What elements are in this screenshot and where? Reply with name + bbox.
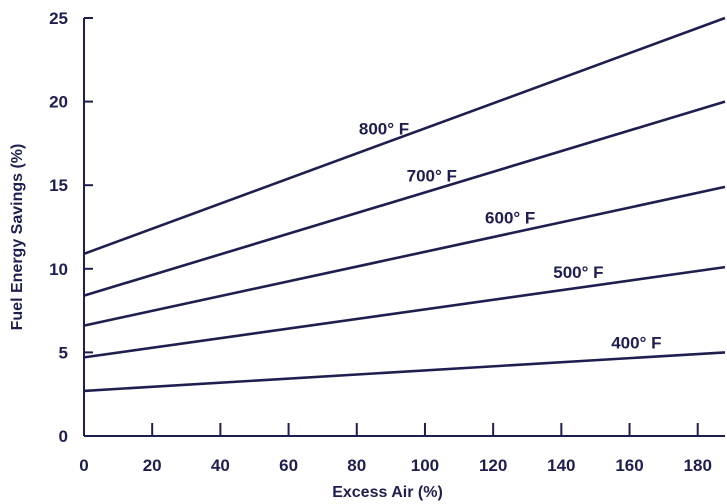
y-tick-label: 15: [49, 176, 68, 195]
y-tick-label: 10: [49, 260, 68, 279]
y-axis-title: Fuel Energy Savings (%): [9, 144, 26, 331]
x-tick-label: 140: [547, 456, 575, 475]
x-tick-label: 20: [143, 456, 162, 475]
x-tick-label: 160: [615, 456, 643, 475]
series-labels: 800° F 700° F 600° F 500° F 400° F: [359, 119, 662, 352]
x-tick-label: 120: [479, 456, 507, 475]
series-line: [83, 351, 726, 393]
series-label: 800° F: [359, 119, 409, 138]
series-label: 400° F: [611, 334, 661, 353]
y-tick-label: 5: [59, 343, 68, 362]
x-tick-label: 40: [211, 456, 230, 475]
x-tick-label: 60: [279, 456, 298, 475]
series-line: [83, 185, 726, 327]
series-label: 600° F: [485, 208, 535, 227]
x-tick-label: 80: [347, 456, 366, 475]
y-tick-label: 0: [59, 427, 68, 446]
x-axis-title: Excess Air (%): [332, 484, 443, 501]
y-tick-label: 25: [49, 9, 68, 28]
series-label: 500° F: [553, 263, 603, 282]
series-line: [83, 100, 726, 297]
series-line: [83, 265, 726, 359]
series-lines: [83, 16, 726, 393]
x-tick-label: 0: [79, 456, 88, 475]
x-ticks: 0 20 40 60 80 100 120 140 160 180: [79, 423, 712, 475]
series-label: 700° F: [407, 166, 457, 185]
axes: [83, 18, 725, 437]
y-tick-label: 20: [49, 93, 68, 112]
y-ticks: 0 5 10 15 20 25: [49, 9, 93, 446]
x-tick-label: 180: [684, 456, 712, 475]
series-line: [83, 16, 726, 256]
x-tick-label: 100: [411, 456, 439, 475]
